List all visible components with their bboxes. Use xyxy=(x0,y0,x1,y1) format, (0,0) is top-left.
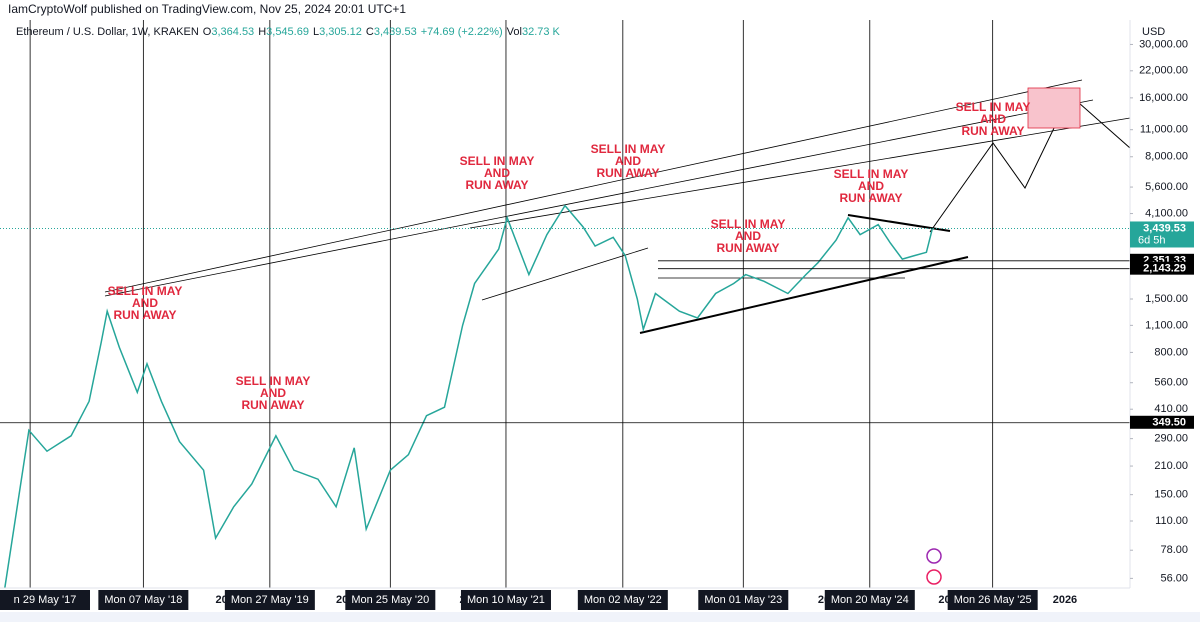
y-tick-label: 4,100.00 xyxy=(1145,207,1188,219)
annotation: SELL IN MAY xyxy=(956,100,1031,114)
x-tick-label: Mon 27 May '19 xyxy=(231,594,309,606)
x-tick-label: 20 xyxy=(216,594,228,606)
annotation: RUN AWAY xyxy=(839,191,902,205)
annotation: SELL IN MAY xyxy=(834,167,909,181)
x-tick-label: Mon 01 May '23 xyxy=(704,594,782,606)
target-zone xyxy=(1027,87,1081,129)
y-tick-label: 16,000.00 xyxy=(1139,92,1188,104)
vol-value: 32.73 K xyxy=(522,26,561,38)
change: +74.69 (+2.22%) xyxy=(421,26,503,38)
x-tick-box xyxy=(0,590,90,610)
y-tick-label: 1,500.00 xyxy=(1145,293,1188,305)
annotation: AND xyxy=(132,296,158,310)
x-tick-box xyxy=(98,590,189,610)
x-tick-label: Mon 02 May '22 xyxy=(584,594,662,606)
price-label-box xyxy=(1130,221,1194,248)
footer-bar xyxy=(0,612,1200,622)
vol-key: Vol xyxy=(507,26,522,38)
x-tick-box xyxy=(345,590,436,610)
annotation: AND xyxy=(735,229,761,243)
y-tick-label: 8,000.00 xyxy=(1145,151,1188,163)
x-tick-label: Mon 26 May '25 xyxy=(954,594,1032,606)
x-tick-box xyxy=(460,590,551,610)
trend-line xyxy=(481,247,649,301)
annotation: AND xyxy=(980,112,1006,126)
symbol-info: Ethereum / U.S. Dollar, 1W, KRAKEN O3,364… xyxy=(16,26,561,38)
ohlc-key: C xyxy=(366,26,374,38)
y-tick-label: 5,600.00 xyxy=(1145,181,1188,193)
symbol: Ethereum / U.S. Dollar, 1W, KRAKEN xyxy=(16,26,199,38)
y-tick-label: 30,000.00 xyxy=(1139,38,1188,50)
x-tick-box xyxy=(824,590,915,610)
annotation: RUN AWAY xyxy=(465,178,528,192)
annotation: AND xyxy=(615,154,641,168)
y-tick-label: 11,000.00 xyxy=(1140,124,1188,136)
annotation: RUN AWAY xyxy=(716,241,779,255)
annotation: SELL IN MAY xyxy=(108,284,183,298)
y-tick-label: 150.00 xyxy=(1154,489,1188,501)
x-tick-label: Mon 10 May '21 xyxy=(467,594,545,606)
x-tick-label: 2026 xyxy=(1053,594,1077,606)
annotation: RUN AWAY xyxy=(596,166,659,180)
x-tick-box xyxy=(224,590,315,610)
byline: IamCryptoWolf published on TradingView.c… xyxy=(8,2,406,16)
currency: USD xyxy=(1142,26,1165,38)
annotation: SELL IN MAY xyxy=(460,154,535,168)
x-tick-label: Mon 20 May '24 xyxy=(831,594,909,606)
y-tick-label: 210.00 xyxy=(1154,460,1188,472)
price-label: 349.50 xyxy=(1152,417,1186,429)
annotation: RUN AWAY xyxy=(113,308,176,322)
x-tick-box xyxy=(577,590,668,610)
x-tick-box xyxy=(947,590,1038,610)
ohlc-value: 3,439.53 xyxy=(374,26,417,38)
x-tick-label: n 29 May '17 xyxy=(14,594,77,606)
ohlc-key: L xyxy=(313,26,319,38)
trend-line xyxy=(469,117,1131,229)
y-tick-label: 800.00 xyxy=(1154,346,1188,358)
annotation: SELL IN MAY xyxy=(711,217,786,231)
x-tick-box xyxy=(698,590,789,610)
trend-line xyxy=(639,256,969,334)
annotation: AND xyxy=(484,166,510,180)
y-tick-label: 410.00 xyxy=(1154,403,1188,415)
x-tick-label: 20 xyxy=(336,594,348,606)
trend-line xyxy=(104,79,1083,293)
projection-path xyxy=(929,94,1131,233)
annotation: SELL IN MAY xyxy=(236,374,311,388)
price-label: 3,439.53 xyxy=(1143,222,1186,234)
y-tick-label: 56.00 xyxy=(1160,572,1188,584)
ohlc-value: 3,545.69 xyxy=(266,26,309,38)
y-tick-label: 560.00 xyxy=(1154,377,1188,389)
y-tick-label: 110.00 xyxy=(1155,515,1188,527)
ohlc-key: O xyxy=(203,26,212,38)
annotation: RUN AWAY xyxy=(961,124,1024,138)
y-tick-label: 1,100.00 xyxy=(1145,319,1188,331)
annotation: AND xyxy=(260,386,286,400)
icon xyxy=(926,548,942,564)
ohlc-value: 3,305.12 xyxy=(319,26,362,38)
x-tick-label: Mon 25 May '20 xyxy=(351,594,429,606)
ohlc-value: 3,364.53 xyxy=(211,26,254,38)
y-tick-label: 22,000.00 xyxy=(1139,65,1188,77)
annotation: SELL IN MAY xyxy=(591,142,666,156)
annotation: RUN AWAY xyxy=(241,398,304,412)
y-tick-label: 78.00 xyxy=(1160,544,1188,556)
price-label-box xyxy=(1130,261,1194,275)
icon xyxy=(926,569,942,585)
drawings xyxy=(104,79,1131,334)
plot xyxy=(0,20,1130,589)
x-tick-label: Mon 07 May '18 xyxy=(104,594,182,606)
y-tick-label: 290.00 xyxy=(1154,433,1188,445)
annotation: AND xyxy=(858,179,884,193)
price-label: 2,143.29 xyxy=(1143,263,1186,275)
ohlc-key: H xyxy=(258,26,266,38)
x-tick-label: 20 xyxy=(938,594,950,606)
countdown: 6d 5h xyxy=(1138,234,1166,246)
price-label-box xyxy=(1130,415,1194,429)
